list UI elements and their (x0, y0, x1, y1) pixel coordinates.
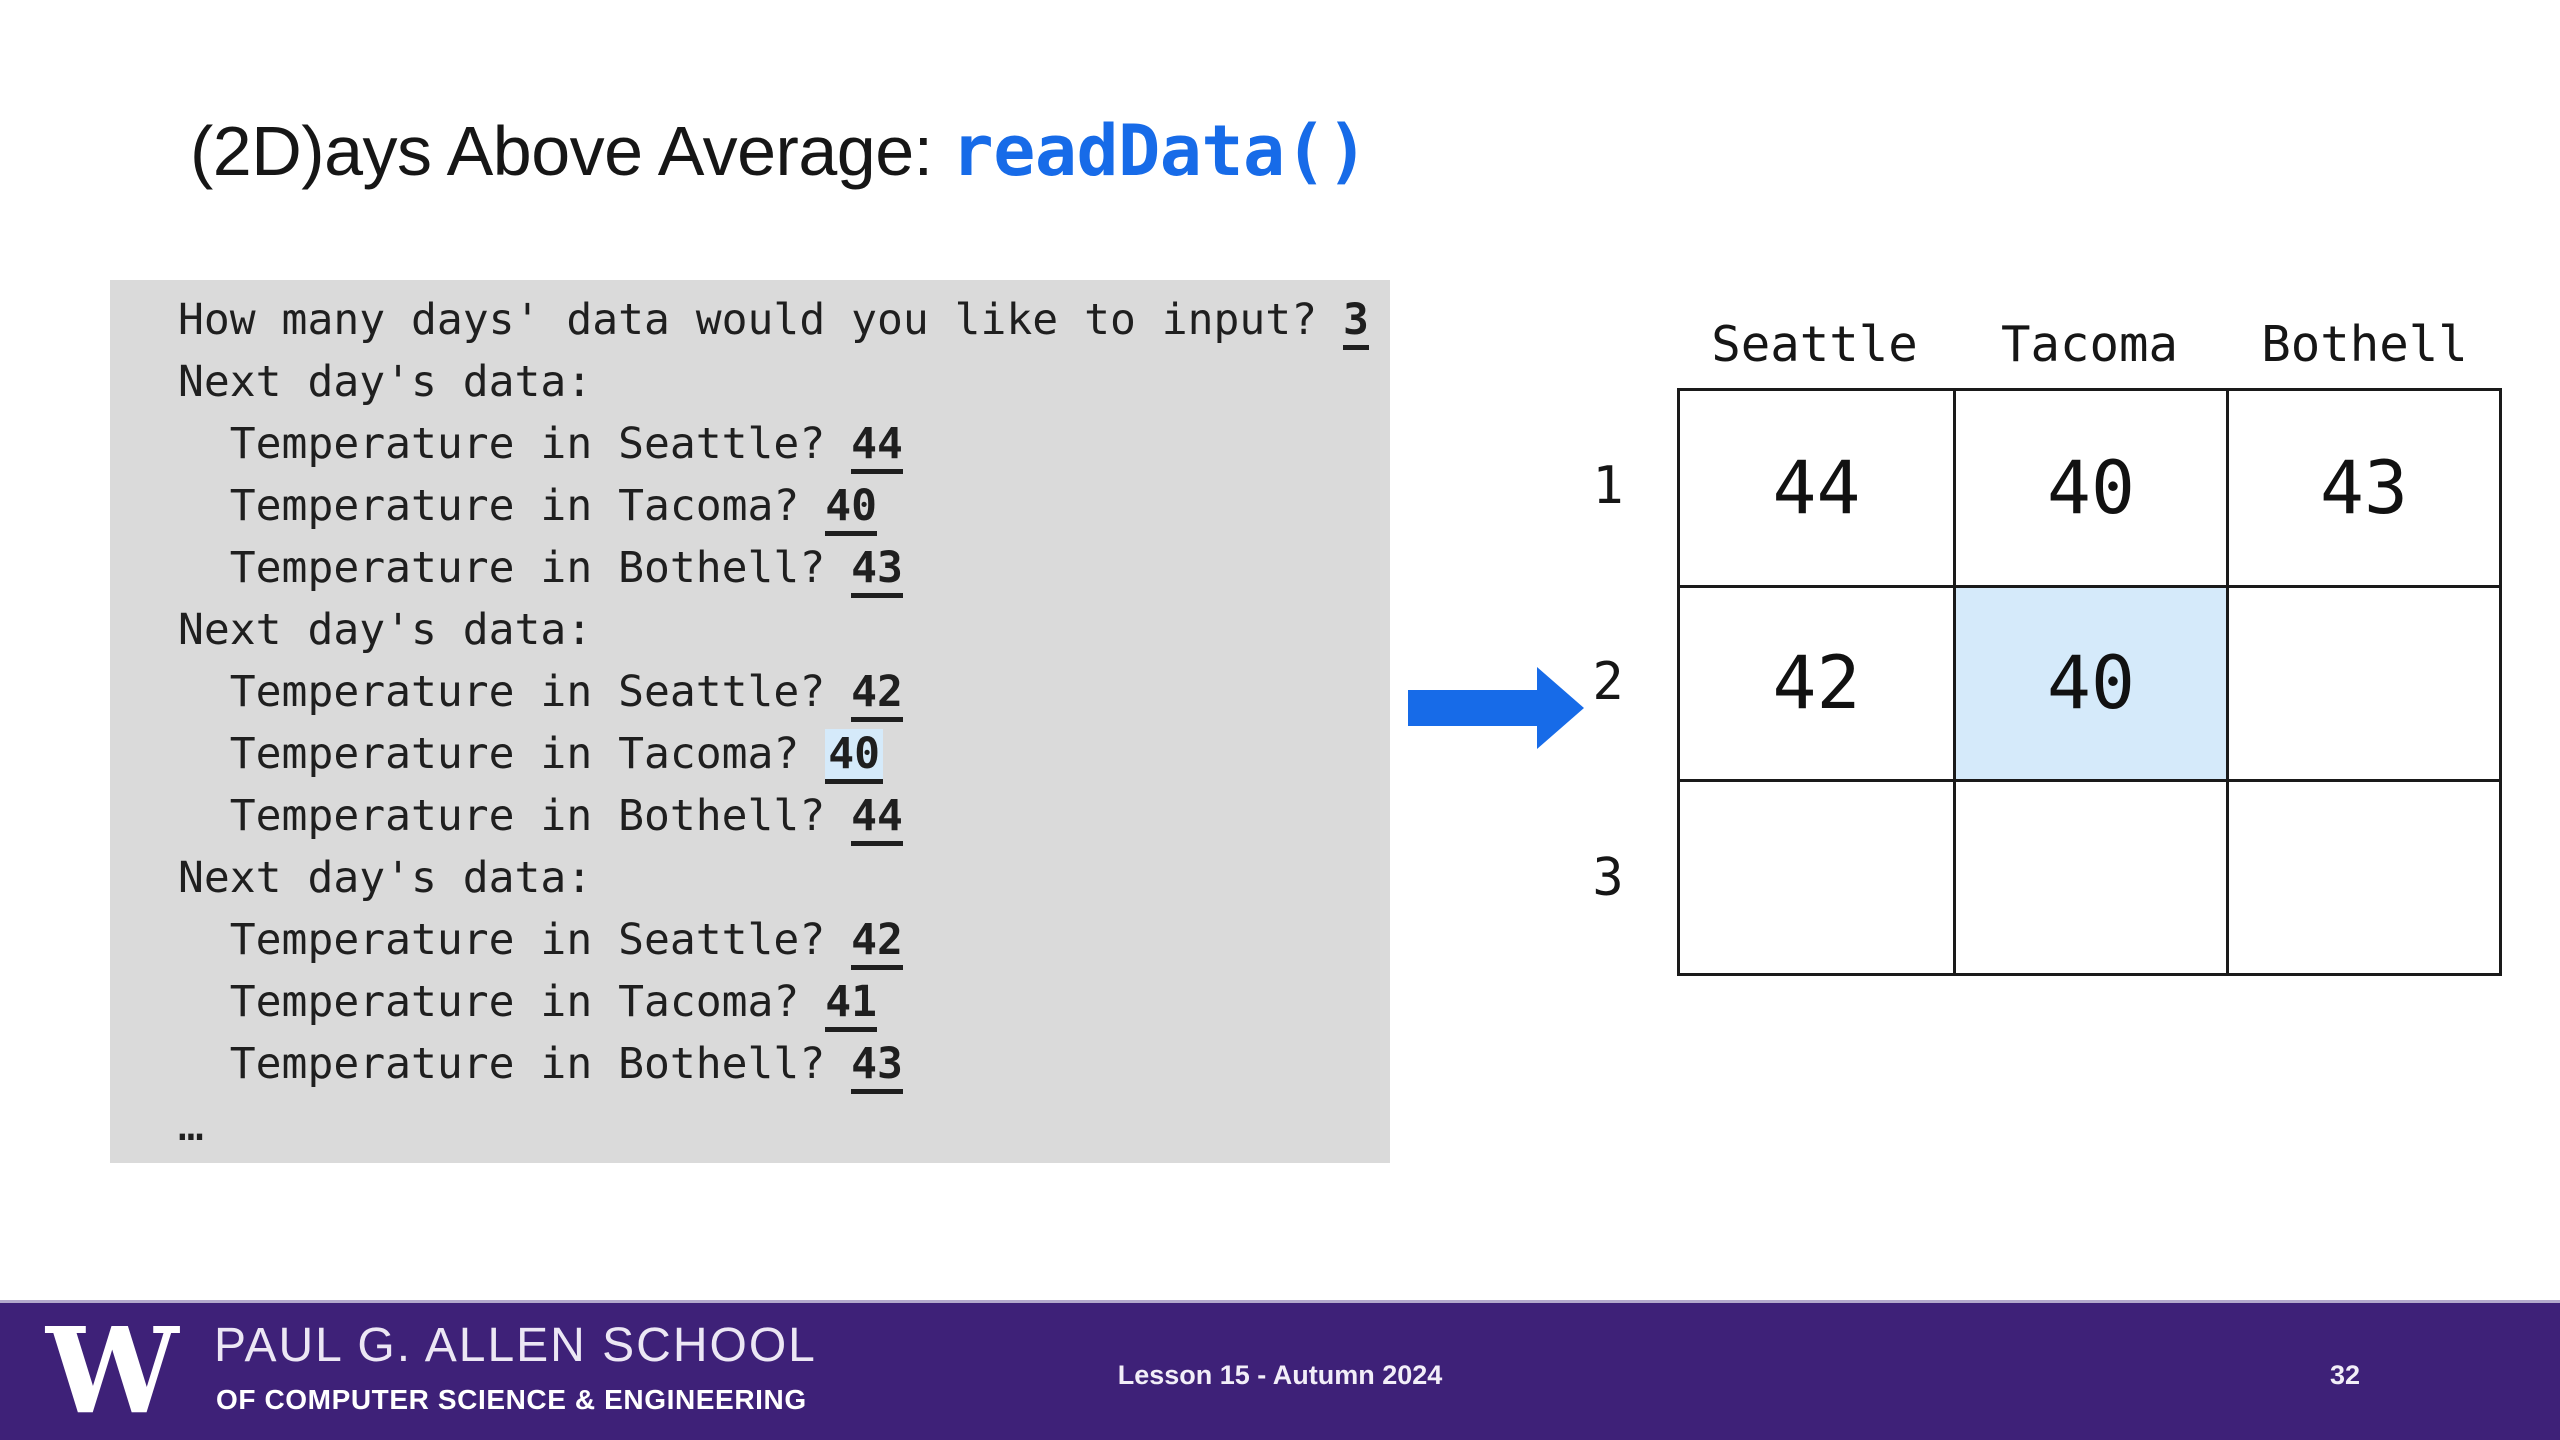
console-user-input: 43 (851, 543, 903, 598)
console-prompt-text: Next day's data: (178, 605, 593, 655)
table-cell: 42 (1680, 585, 1953, 779)
console-line: Temperature in Seattle? 42 (178, 661, 1390, 723)
console-prompt-text: Temperature in Tacoma? (178, 481, 826, 531)
console-user-input: 42 (851, 667, 903, 722)
console-prompt-text: … (178, 1101, 204, 1151)
console-prompt-text: Temperature in Tacoma? (178, 977, 826, 1027)
console-line: Next day's data: (178, 847, 1390, 909)
slide-title-text: (2D)ays Above Average: (190, 112, 952, 190)
footer-bar (0, 1300, 2560, 1440)
console-line: Next day's data: (178, 599, 1390, 661)
table-row-label: 1 (1592, 456, 1624, 516)
console-user-input: 40 (825, 481, 877, 536)
table-column-header: Seattle (1711, 316, 1918, 373)
uw-logo: W (46, 1300, 179, 1440)
console-line: … (178, 1095, 1390, 1157)
table-cell: 43 (2226, 391, 2499, 585)
console-prompt-text: Temperature in Tacoma? (178, 729, 826, 779)
console-prompt-text: Temperature in Bothell? (178, 1039, 852, 1089)
table-column-headers: Seattle Tacoma Bothell (1677, 316, 2502, 373)
table-cell: 40 (1953, 585, 2226, 779)
blue-arrow-icon (1408, 667, 1584, 749)
console-prompt-text: Next day's data: (178, 357, 593, 407)
table-row-label: 3 (1592, 848, 1624, 908)
table-cell (1953, 779, 2226, 973)
console-line: Temperature in Seattle? 44 (178, 413, 1390, 475)
console-prompt-text: Temperature in Seattle? (178, 915, 852, 965)
console-prompt-text: How many days' data would you like to in… (178, 295, 1343, 345)
console-user-input: 41 (825, 977, 877, 1032)
console-user-input: 3 (1342, 295, 1369, 350)
console-prompt-text: Next day's data: (178, 853, 593, 903)
console-line: Temperature in Tacoma? 41 (178, 971, 1390, 1033)
slide-title: (2D)ays Above Average: readData() (190, 110, 1368, 192)
console-prompt-text: Temperature in Bothell? (178, 543, 852, 593)
table-column-header: Tacoma (2000, 316, 2178, 373)
footer-school-name: PAUL G. ALLEN SCHOOL (214, 1319, 817, 1372)
console-line: Temperature in Tacoma? 40 (178, 723, 1390, 785)
slide-title-code: readData() (951, 110, 1369, 192)
table-cell (2226, 585, 2499, 779)
footer-lesson-label: Lesson 15 - Autumn 2024 (1117, 1360, 1443, 1390)
console-prompt-text: Temperature in Seattle? (178, 419, 852, 469)
console-line: Temperature in Bothell? 44 (178, 785, 1390, 847)
table-cell: 44 (1680, 391, 1953, 585)
console-prompt-text: Temperature in Bothell? (178, 791, 852, 841)
console-user-input: 43 (851, 1039, 903, 1094)
console-user-input-highlighted: 40 (825, 729, 883, 784)
console-line: Temperature in Bothell? 43 (178, 537, 1390, 599)
console-line: Temperature in Tacoma? 40 (178, 475, 1390, 537)
footer-page-number: 32 (2329, 1360, 2361, 1390)
table-column-header: Bothell (2261, 316, 2468, 373)
console-line: Next day's data: (178, 351, 1390, 413)
table-row-labels: 1 2 3 (1572, 388, 1644, 976)
table-cell: 40 (1953, 391, 2226, 585)
temperature-table: 44 40 43 42 40 (1677, 388, 2502, 976)
table-row-label: 2 (1592, 652, 1624, 712)
console-line: Temperature in Bothell? 43 (178, 1033, 1390, 1095)
console-user-input: 42 (851, 915, 903, 970)
footer-school-subtitle: OF COMPUTER SCIENCE & ENGINEERING (216, 1384, 807, 1415)
console-user-input: 44 (851, 791, 903, 846)
console-prompt-text: Temperature in Seattle? (178, 667, 852, 717)
table-cell (1680, 779, 1953, 973)
table-cell (2226, 779, 2499, 973)
console-line: How many days' data would you like to in… (178, 289, 1390, 351)
console-output-box: How many days' data would you like to in… (110, 280, 1390, 1163)
console-user-input: 44 (851, 419, 903, 474)
console-line: Temperature in Seattle? 42 (178, 909, 1390, 971)
